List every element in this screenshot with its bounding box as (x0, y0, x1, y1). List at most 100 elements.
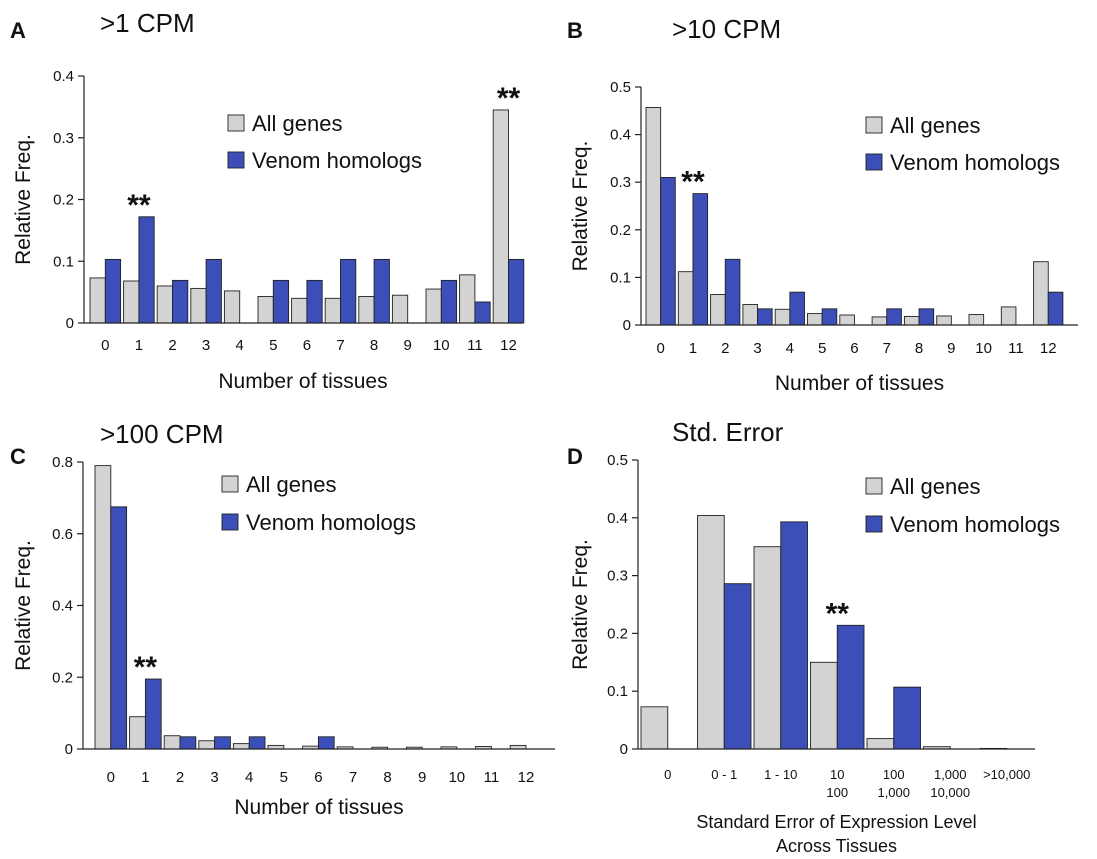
legend-label: Venom homologs (890, 150, 1060, 175)
x-axis-label-line2: Across Tissues (776, 836, 897, 856)
y-tick-label: 0.4 (53, 68, 74, 85)
y-tick-label: 0.3 (610, 174, 631, 191)
legend-label: Venom homologs (890, 512, 1060, 537)
bar-venom-homologs-8 (373, 258, 390, 324)
significance-marker: ** (497, 82, 521, 115)
x-tick-label: 8 (915, 340, 923, 357)
bar-venom-homologs-1 (144, 678, 162, 750)
x-tick-sublabel: 100 (826, 785, 848, 800)
bar-venom-homologs-11 (474, 301, 491, 324)
bar-venom-homologs-5 (272, 279, 290, 324)
x-tick-label: 11 (467, 337, 483, 354)
legend-swatch-all-genes (227, 114, 245, 132)
x-tick-label: 7 (336, 337, 344, 354)
significance-marker: ** (826, 597, 850, 630)
bar-all-genes-2 (710, 294, 726, 326)
bar-all-genes-1 (123, 280, 140, 324)
x-tick-label: 7 (349, 769, 357, 786)
bar-venom-homologs-2 (179, 736, 197, 750)
x-tick-label: 10 (830, 767, 844, 782)
x-tick-label: 8 (383, 769, 391, 786)
bar-venom-homologs-4 (789, 291, 805, 326)
bar-all-genes-1 (129, 716, 146, 750)
y-tick-label: 0.3 (607, 568, 628, 585)
x-tick-label: 12 (518, 769, 535, 786)
x-tick-label: 7 (883, 340, 891, 357)
chart-title: >100 CPM (100, 419, 224, 449)
x-tick-sublabel: 10,000 (930, 785, 970, 800)
bar-all-genes-11 (459, 274, 476, 324)
x-tick-label: 2 (721, 340, 729, 357)
x-tick-label: 5 (269, 337, 277, 354)
bar-all-genes-7 (871, 316, 888, 326)
y-tick-label: 0.6 (52, 526, 73, 543)
bar-all-genes-7 (324, 297, 341, 324)
x-tick-label: 8 (370, 337, 378, 354)
x-tick-label: 9 (418, 769, 426, 786)
bar-venom-homologs-3 (836, 624, 865, 750)
x-tick-label: 11 (484, 769, 500, 786)
x-tick-label: 12 (500, 337, 517, 354)
bar-all-genes-3 (742, 304, 759, 326)
legend-label: All genes (252, 111, 343, 136)
bar-all-genes-0 (89, 277, 106, 324)
bar-venom-homologs-1 (723, 583, 752, 750)
x-tick-label: 1 (135, 337, 143, 354)
panel-letter: C (10, 444, 26, 469)
bar-all-genes-5 (807, 313, 823, 326)
y-tick-label: 0.8 (52, 454, 73, 471)
bar-all-genes-0 (94, 465, 112, 750)
y-tick-label: 0 (623, 317, 631, 334)
bar-all-genes-10 (425, 288, 442, 324)
y-tick-label: 0.4 (52, 598, 73, 615)
panel-letter: B (567, 18, 583, 43)
bar-all-genes-9 (936, 315, 952, 326)
x-tick-label: 6 (314, 769, 322, 786)
x-axis-label: Number of tissues (218, 370, 387, 393)
bar-all-genes-4 (774, 308, 791, 326)
y-tick-label: 0.4 (610, 127, 631, 144)
bar-all-genes-9 (391, 294, 409, 324)
bar-venom-homologs-0 (660, 176, 676, 326)
bar-venom-homologs-6 (306, 279, 323, 324)
x-tick-label: 2 (168, 337, 176, 354)
bar-all-genes-6 (839, 314, 855, 326)
significance-marker: ** (127, 189, 151, 222)
bar-all-genes-1 (677, 271, 694, 326)
bar-all-genes-4 (223, 290, 241, 324)
chart-title: >10 CPM (672, 14, 781, 44)
bar-all-genes-12 (1033, 261, 1049, 326)
bar-venom-homologs-3 (205, 258, 222, 324)
bar-all-genes-8 (358, 296, 375, 324)
x-axis-label: Standard Error of Expression Level (696, 812, 976, 832)
significance-marker: ** (134, 651, 158, 684)
x-tick-label: 1 (689, 340, 697, 357)
x-tick-label: 12 (1040, 340, 1057, 357)
bar-venom-homologs-7 (340, 258, 357, 324)
x-tick-sublabel: 1,000 (877, 785, 910, 800)
y-tick-label: 0.3 (53, 130, 74, 147)
panel-letter: D (567, 444, 583, 469)
x-tick-label: 9 (947, 340, 955, 357)
bar-all-genes-1 (697, 515, 725, 750)
panel-d: D Std. Error 0 0.1 0.2 0.3 0.4 0.5 0 0 - 1 1 - 10 1… (567, 417, 1060, 856)
chart-title: Std. Error (672, 417, 784, 447)
bar-all-genes-2 (156, 285, 173, 324)
bar-all-genes-5 (257, 296, 274, 324)
x-tick-label: 6 (850, 340, 858, 357)
y-tick-label: 0.2 (52, 669, 73, 686)
x-tick-label: 3 (202, 337, 210, 354)
bar-all-genes-8 (903, 315, 920, 326)
legend-swatch-venom-homologs (865, 153, 883, 171)
bar-venom-homologs-2 (780, 521, 808, 750)
x-axis-label: Number of tissues (775, 372, 944, 395)
bar-venom-homologs-1 (138, 216, 155, 324)
y-tick-label: 0 (620, 741, 628, 758)
x-tick-label: 10 (975, 340, 992, 357)
x-tick-label: 1 - 10 (764, 767, 797, 782)
significance-marker: ** (681, 166, 705, 199)
